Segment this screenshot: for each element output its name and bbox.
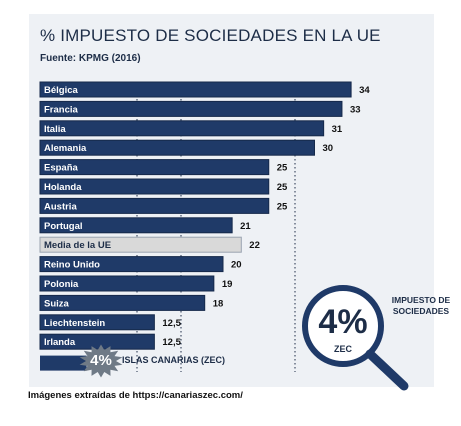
bar-value-label: 20 [231, 260, 242, 271]
bar [39, 120, 325, 137]
canarias-value: 4% [90, 352, 112, 369]
bar-category-label: Liechtenstein [44, 318, 105, 329]
bar [39, 333, 155, 350]
bar-value-label: 21 [240, 221, 251, 232]
magnifier-icon [302, 285, 384, 367]
zec-badge-value: 4% [318, 303, 368, 341]
bar-value-label: 12,5 [162, 337, 181, 348]
bar-value-label: 30 [323, 143, 334, 154]
canarias-star-icon [79, 344, 123, 378]
bar-category-label: Francia [44, 104, 79, 115]
magnifier-handle [365, 349, 409, 391]
bar-value-label: 12,5 [162, 318, 181, 329]
bar-category-label: Reino Unido [44, 260, 100, 271]
chart-title: % IMPUESTO DE SOCIEDADES EN LA UE [40, 26, 381, 45]
bar-value-label: 34 [359, 85, 370, 96]
zec-badge-sub: ZEC [334, 344, 352, 354]
bar-category-label: Media de la UE [44, 240, 111, 251]
bar [39, 139, 315, 156]
bar-category-label: Bélgica [44, 85, 79, 96]
canarias-label: ISLAS CANARIAS (ZEC) [122, 355, 225, 365]
bar [39, 314, 155, 331]
bar [39, 197, 270, 214]
bar-value-label: 22 [249, 240, 260, 251]
bar-value-label: 33 [350, 104, 361, 115]
bar [39, 217, 233, 234]
bar [39, 294, 206, 311]
bar [39, 159, 270, 176]
chart-source: Fuente: KPMG (2016) [40, 53, 141, 64]
bar-value-label: 18 [213, 298, 224, 309]
bar-value-label: 31 [332, 124, 343, 135]
zec-badge-label: IMPUESTO DE SOCIEDADES [391, 295, 451, 316]
bar [39, 100, 343, 117]
bar-category-label: Alemania [44, 143, 87, 154]
bar-category-label: Portugal [44, 221, 83, 232]
bar-category-label: España [44, 163, 79, 174]
bar-category-label: Irlanda [44, 337, 76, 348]
bar-category-label: Italia [44, 124, 66, 135]
bar-value-label: 19 [222, 279, 233, 290]
bar [39, 256, 224, 273]
bar-category-label: Polonia [44, 279, 79, 290]
bar-value-label: 25 [277, 201, 288, 212]
image-credit: Imágenes extraídas de https://canariasze… [28, 390, 243, 401]
bar [39, 81, 352, 98]
bar-category-label: Suiza [44, 298, 70, 309]
canarias-bar [40, 355, 87, 371]
bar-value-label: 25 [277, 182, 288, 193]
bar-category-label: Holanda [44, 182, 82, 193]
bar-value-label: 25 [277, 163, 288, 174]
bar-category-label: Austria [44, 201, 77, 212]
bar [39, 275, 215, 292]
bar [39, 178, 270, 195]
bar [39, 236, 242, 253]
